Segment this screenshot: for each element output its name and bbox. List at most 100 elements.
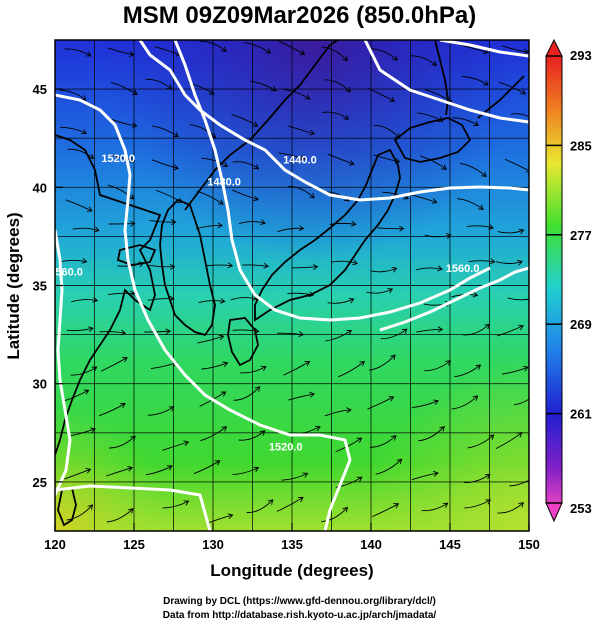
streamline-arrow bbox=[208, 89, 215, 95]
streamline bbox=[200, 426, 227, 442]
colorbar-min-arrow bbox=[545, 502, 563, 523]
streamline-arrow bbox=[350, 220, 357, 227]
streamline-arrow bbox=[388, 396, 395, 402]
streamline-arrow bbox=[472, 291, 479, 298]
streamline bbox=[321, 46, 348, 62]
streamline-arrow bbox=[183, 500, 190, 506]
streamline bbox=[200, 40, 227, 52]
streamline bbox=[68, 428, 96, 437]
streamline-arrow bbox=[253, 195, 259, 202]
streamline-arrow bbox=[227, 262, 234, 269]
streamline-arrow bbox=[399, 225, 405, 232]
coastline-russia-coast bbox=[184, 40, 339, 211]
streamline-arrow bbox=[260, 366, 267, 372]
colorbar: 293 285 277 269 261 253 bbox=[545, 38, 592, 523]
streamline-arrow bbox=[475, 364, 482, 370]
streamline-arrow bbox=[222, 361, 229, 368]
streamline-arrow bbox=[253, 466, 260, 473]
coastline-japan-honshu bbox=[254, 148, 401, 322]
streamline bbox=[510, 113, 529, 118]
streamline bbox=[369, 435, 397, 448]
streamline bbox=[288, 125, 315, 135]
coastline-kyushu bbox=[227, 317, 259, 367]
streamline-arrow bbox=[128, 194, 135, 200]
streamline bbox=[281, 472, 308, 481]
streamline bbox=[497, 229, 524, 234]
contour-label: 1480.0 bbox=[207, 176, 241, 188]
streamline bbox=[327, 153, 354, 165]
streamline-arrow bbox=[488, 224, 494, 230]
streamline bbox=[110, 118, 137, 127]
contour-label: 1560.0 bbox=[49, 267, 83, 279]
streamline bbox=[238, 430, 266, 441]
streamline-arrow bbox=[431, 60, 438, 66]
streamline bbox=[335, 437, 362, 453]
streamline-arrow bbox=[481, 171, 487, 178]
plot-area: 1440.0 1480.0 1520.0 1560.0 1520.0 1560.0 bbox=[49, 40, 540, 531]
streamline-arrow bbox=[535, 390, 540, 395]
streamline bbox=[64, 468, 91, 480]
credit-data-source: Data from http://database.rish.kyoto-u.a… bbox=[162, 610, 437, 621]
streamline-arrow bbox=[431, 198, 438, 204]
streamline bbox=[322, 111, 349, 120]
streamline bbox=[108, 292, 135, 295]
streamline-arrow bbox=[387, 288, 394, 294]
streamline-arrow bbox=[87, 326, 94, 333]
streamline bbox=[65, 199, 93, 212]
streamline-arrow bbox=[130, 220, 136, 227]
streamline bbox=[418, 426, 445, 442]
streamline bbox=[162, 500, 189, 509]
streamline bbox=[277, 332, 304, 336]
streamline bbox=[291, 266, 318, 269]
streamline bbox=[415, 267, 443, 271]
streamline bbox=[366, 288, 393, 294]
streamline-arrow bbox=[488, 434, 495, 440]
streamline-arrow bbox=[516, 432, 523, 438]
streamline bbox=[193, 460, 221, 475]
contour-1520 bbox=[55, 93, 352, 531]
streamline-arrow bbox=[220, 391, 227, 397]
streamline bbox=[64, 48, 92, 57]
streamline bbox=[410, 55, 437, 66]
streamline bbox=[201, 157, 228, 167]
streamline-arrow bbox=[260, 219, 266, 226]
streamline-arrow bbox=[342, 506, 348, 513]
streamline bbox=[246, 499, 274, 513]
streamline bbox=[244, 42, 271, 54]
coastline-china bbox=[55, 134, 162, 456]
streamline bbox=[462, 75, 489, 86]
streamline-arrow bbox=[342, 55, 349, 62]
streamline bbox=[451, 395, 478, 410]
streamline-arrow bbox=[86, 206, 93, 212]
streamline bbox=[154, 46, 181, 56]
streamline bbox=[509, 479, 529, 487]
streamline-arrow bbox=[259, 430, 266, 436]
streamline-arrow bbox=[85, 51, 92, 57]
wind-streamlines bbox=[59, 40, 540, 525]
contour-label: 1560.0 bbox=[446, 263, 480, 275]
streamline-arrow bbox=[390, 354, 396, 361]
streamline bbox=[501, 45, 529, 53]
streamline-arrow bbox=[532, 117, 537, 122]
streamline-arrow bbox=[299, 155, 306, 161]
y-axis-label: Latitude (degrees) bbox=[4, 212, 23, 359]
streamline bbox=[375, 458, 402, 475]
streamline-arrow bbox=[522, 365, 529, 372]
coastline-shandong bbox=[116, 244, 157, 266]
streamline-arrow bbox=[483, 80, 489, 86]
streamline bbox=[100, 357, 128, 372]
streamline-arrow bbox=[218, 334, 225, 341]
contour-1480 bbox=[173, 40, 491, 322]
streamline bbox=[60, 259, 87, 263]
streamline bbox=[460, 163, 487, 177]
streamline bbox=[454, 364, 481, 378]
colorbar-max-arrow bbox=[545, 38, 563, 57]
streamline bbox=[372, 503, 399, 517]
streamline-arrow bbox=[359, 360, 366, 367]
streamline bbox=[152, 125, 179, 138]
streamline-arrow bbox=[304, 94, 311, 100]
streamline-arrow bbox=[93, 226, 100, 233]
streamline bbox=[242, 264, 269, 267]
streamline-arrow bbox=[252, 121, 259, 127]
contour-label: 1440.0 bbox=[283, 155, 317, 167]
